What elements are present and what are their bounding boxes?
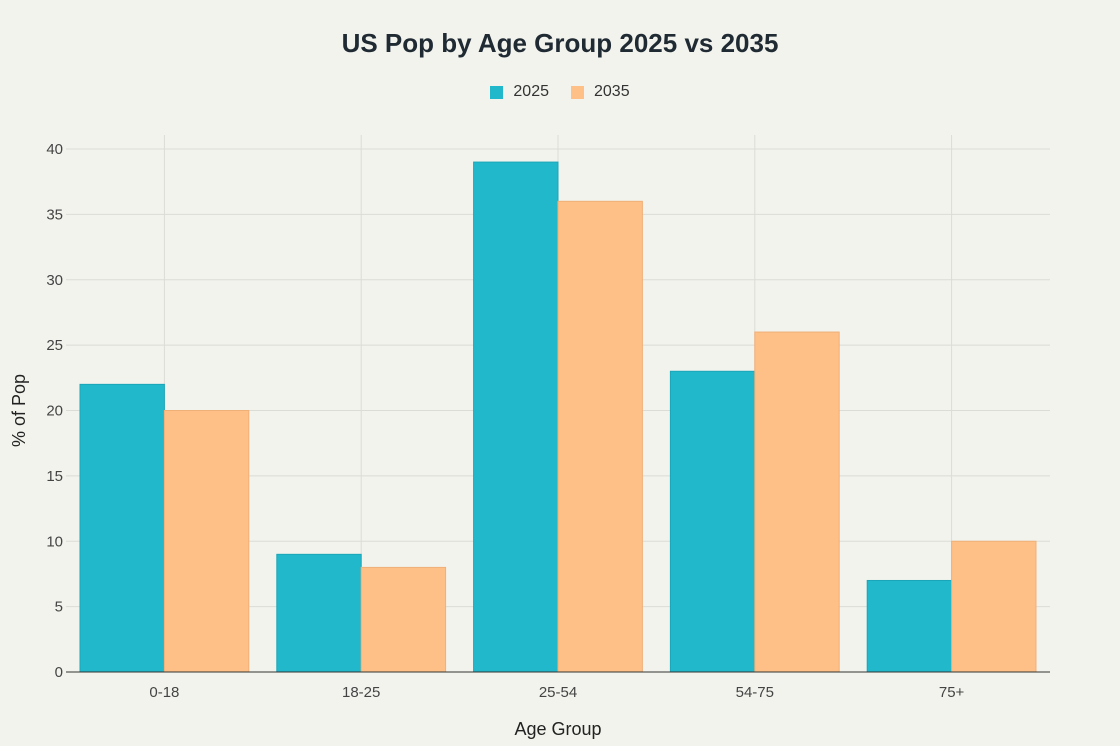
bar-2025-18-25[interactable] [276,553,362,673]
bar-2025-54-75[interactable] [669,370,756,673]
legend-swatch-2025 [490,85,504,99]
legend-label-2025: 2025 [513,83,549,100]
y-tick-label: 30 [46,272,63,289]
bar-2035-25-54[interactable] [557,200,643,673]
y-tick-label: 10 [46,533,63,550]
y-tick-label: 35 [46,206,63,223]
bar-2035-75+[interactable] [951,540,1037,673]
x-tick-label: 0-18 [149,684,179,701]
bars [79,161,1037,673]
legend: 2025 2035 [0,83,1120,101]
bar-2035-0-18[interactable] [163,410,250,673]
legend-swatch-2035 [571,85,584,99]
bar-2025-0-18[interactable] [79,383,165,673]
bar-2035-18-25[interactable] [360,566,447,673]
x-axis-title: Age Group [514,719,601,739]
y-tick-label: 5 [55,599,63,616]
y-tick-label: 25 [46,337,63,354]
bar-2025-75+[interactable] [866,579,953,673]
y-tick-label: 40 [46,141,63,158]
legend-item-2025[interactable]: 2025 [490,83,549,101]
chart-title: US Pop by Age Group 2025 vs 2035 [341,28,779,58]
y-axis-title: % of Pop [9,374,29,447]
x-tick-label: 54-75 [736,684,774,701]
x-tick-label: 18-25 [342,684,380,701]
legend-item-2035[interactable]: 2035 [571,83,630,101]
x-tick-label: 25-54 [539,684,577,701]
legend-label-2035: 2035 [594,83,630,100]
bar-2035-54-75[interactable] [754,331,840,673]
x-tick-label: 75+ [939,684,965,701]
y-tick-label: 0 [55,664,63,681]
y-tick-label: 15 [46,468,63,485]
axes: 0 5 10 15 20 25 30 35 40 0-18 18-25 25-54 54-75 75+ [46,141,1050,701]
bar-2025-25-54[interactable] [473,161,559,673]
y-tick-label: 20 [46,403,63,420]
